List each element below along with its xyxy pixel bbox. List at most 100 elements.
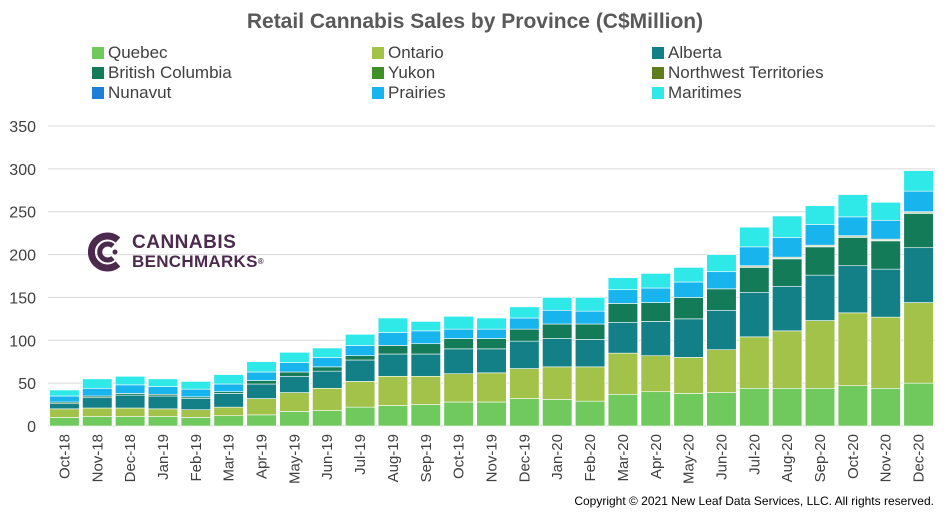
bar-segment <box>312 370 343 389</box>
legend-swatch <box>372 87 384 99</box>
legend-swatch <box>372 67 384 79</box>
bar-segment <box>345 355 376 361</box>
bar-segment <box>147 378 179 387</box>
bar-segment <box>115 394 146 409</box>
bar-segment <box>180 417 211 427</box>
bar-segment <box>574 400 606 427</box>
x-tick-label: Nov-19 <box>484 434 501 482</box>
bar-segment <box>377 375 409 406</box>
bar-segment <box>673 267 704 283</box>
bar-segment <box>213 383 244 393</box>
legend-label: Ontario <box>388 43 444 62</box>
bar-segment <box>542 323 573 339</box>
bar-segment <box>837 312 868 387</box>
bar-segment <box>180 388 211 398</box>
bar-segment <box>246 414 277 427</box>
bar-segment <box>706 349 737 393</box>
bar-segment <box>903 190 934 213</box>
legend-swatch <box>652 67 664 79</box>
bar-segment <box>509 306 540 319</box>
bar-segment <box>607 352 638 395</box>
bar-segment <box>870 219 901 240</box>
bar-segment <box>410 404 441 427</box>
x-tick-label: Oct-19 <box>451 434 468 479</box>
x-tick-label: Jul-19 <box>352 434 369 475</box>
bar-segment <box>804 320 836 389</box>
bar-segment <box>410 343 441 355</box>
y-tick-label: 250 <box>9 205 36 222</box>
bar-segment <box>804 205 836 225</box>
legend-label: Northwest Territories <box>668 63 824 82</box>
bar-segment <box>82 378 113 389</box>
bar-segment <box>509 340 540 369</box>
bar-segment <box>377 405 409 427</box>
bar-segment <box>640 321 671 357</box>
x-tick-label: Dec-19 <box>516 434 533 482</box>
bar-segment <box>739 226 770 248</box>
bar-segment <box>246 398 277 416</box>
x-tick-label: Nov-20 <box>878 434 895 482</box>
bar-segment <box>82 416 113 427</box>
bar-segment <box>607 289 638 304</box>
bar-segment <box>147 408 179 417</box>
bar-segment <box>345 381 376 408</box>
bar-segment <box>279 392 310 412</box>
logo-registered-mark: ® <box>257 257 264 266</box>
bar-segment <box>345 333 376 346</box>
bar-segment <box>673 297 704 320</box>
legend-swatch <box>372 47 384 59</box>
x-tick-label: Aug-20 <box>779 434 796 482</box>
bar-segment <box>82 407 113 417</box>
legend-label: British Columbia <box>108 63 232 82</box>
x-tick-label: Sep-20 <box>812 434 829 482</box>
bar-segment <box>180 398 211 411</box>
bar-segment <box>542 399 573 427</box>
bar-segment <box>443 338 474 350</box>
legend-swatch <box>92 67 104 79</box>
cannabis-benchmarks-logo: CANNABIS BENCHMARKS® <box>88 232 264 272</box>
bar-segment <box>870 240 901 270</box>
legend-label: Yukon <box>388 63 436 82</box>
bar-segment <box>509 328 540 342</box>
bar-segment <box>509 368 540 399</box>
bar-segment <box>574 366 606 402</box>
bar-segment <box>640 287 671 303</box>
bar-segment <box>279 375 310 393</box>
y-tick-label: 100 <box>9 333 36 350</box>
x-tick-label: Sep-19 <box>418 434 435 482</box>
legend-item-nunavut: Nunavut <box>92 83 171 103</box>
bar-segment <box>542 338 573 368</box>
x-tick-label: Jun-19 <box>319 434 336 480</box>
bar-segment <box>574 323 606 340</box>
bar-segment <box>739 267 770 293</box>
bar-segment <box>377 353 409 377</box>
legend-item-british-columbia: British Columbia <box>92 63 232 83</box>
legend-label: Maritimes <box>668 83 742 102</box>
chart-title: Retail Cannabis Sales by Province (C$Mil… <box>246 10 704 33</box>
bar-segment <box>837 385 868 427</box>
x-tick-label: Jan-20 <box>549 434 566 480</box>
legend-item-maritimes: Maritimes <box>652 83 742 103</box>
bar-segment <box>345 345 376 357</box>
bar-segment <box>837 237 868 267</box>
legend-item-alberta: Alberta <box>652 43 722 63</box>
bar-segment <box>115 375 146 386</box>
bar-segment <box>49 408 80 418</box>
bar-segment <box>607 303 638 323</box>
bar-segment <box>312 357 343 368</box>
bar-segment <box>870 268 901 318</box>
bar-segment <box>640 391 671 427</box>
bar-segment <box>246 383 277 399</box>
bar-segment <box>739 246 770 267</box>
bar-segment <box>410 375 441 405</box>
bar-segment <box>49 417 80 427</box>
bar-segment <box>49 395 80 403</box>
x-tick-label: Mar-20 <box>615 434 632 482</box>
bar-segment <box>739 336 770 389</box>
bar-segment <box>147 416 179 427</box>
bar-segment <box>574 297 606 312</box>
bar-segment <box>706 392 737 427</box>
bar-segment <box>476 348 507 374</box>
bar-segment <box>903 382 934 427</box>
bar-segment <box>246 380 277 385</box>
